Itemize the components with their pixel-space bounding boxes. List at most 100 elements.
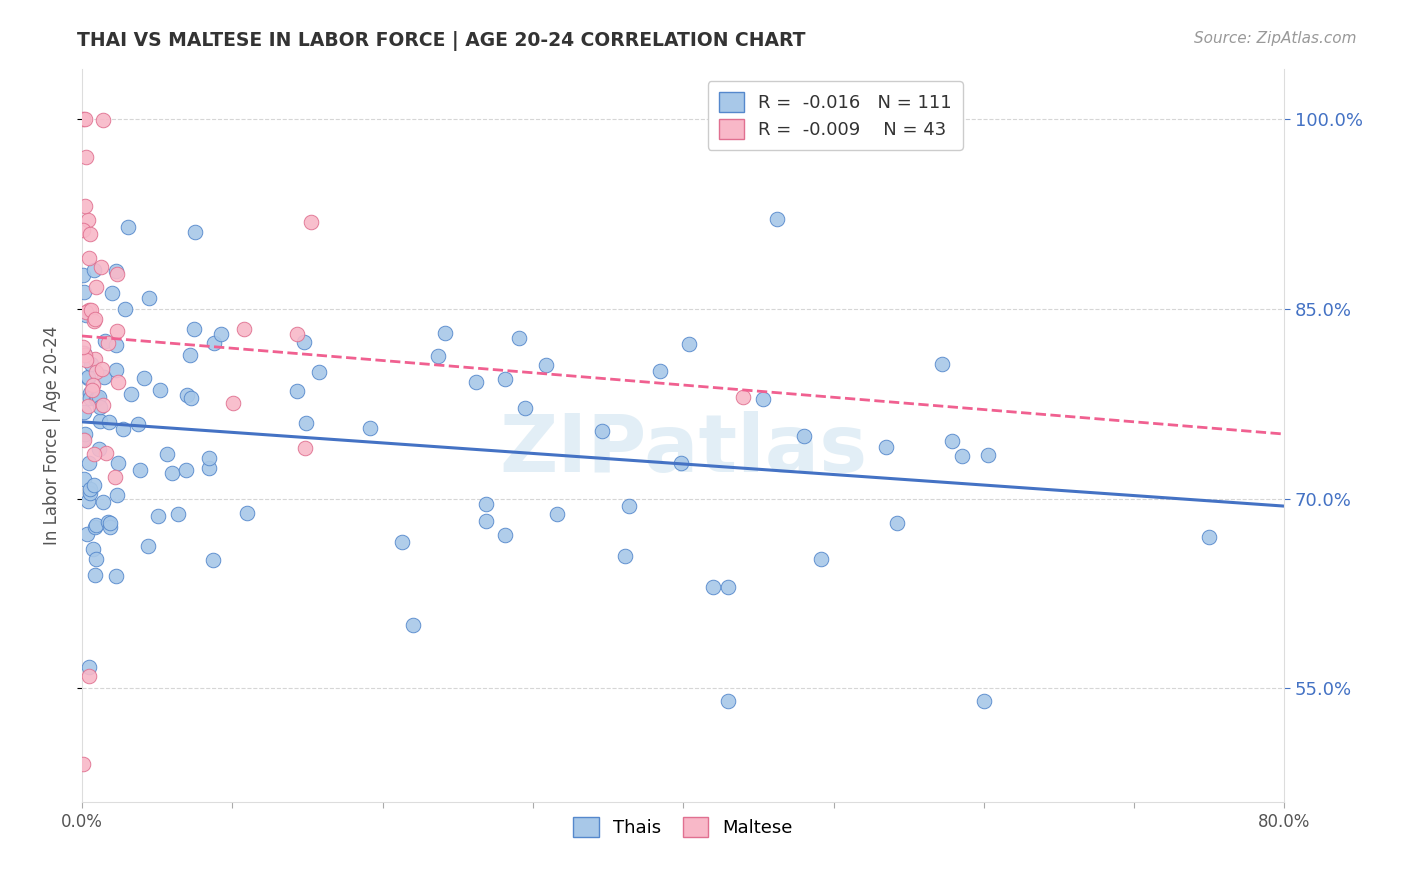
Point <box>79 227 101 242</box>
Point <box>77 370 100 384</box>
Y-axis label: In Labor Force | Age 20-24: In Labor Force | Age 20-24 <box>44 326 60 545</box>
Point <box>295 416 318 430</box>
Point <box>235 506 257 520</box>
Point <box>105 337 128 351</box>
Point <box>614 549 637 563</box>
Point <box>973 694 995 708</box>
Point <box>73 348 96 362</box>
Point <box>73 112 96 127</box>
Point <box>931 357 953 371</box>
Point <box>886 516 908 531</box>
Point <box>136 539 159 553</box>
Point <box>72 757 94 772</box>
Point <box>494 372 516 386</box>
Point <box>107 456 129 470</box>
Point <box>79 669 101 683</box>
Point <box>733 391 755 405</box>
Point <box>80 358 103 372</box>
Point <box>72 433 94 447</box>
Point <box>174 463 197 477</box>
Point <box>508 331 530 345</box>
Point <box>513 401 536 415</box>
Point <box>717 694 740 708</box>
Point <box>82 541 104 556</box>
Point <box>98 415 121 429</box>
Point <box>669 456 692 470</box>
Point <box>233 322 256 336</box>
Point <box>117 219 139 234</box>
Point <box>84 568 107 582</box>
Point <box>128 462 150 476</box>
Point <box>183 322 205 336</box>
Point <box>292 334 315 349</box>
Point <box>765 211 787 226</box>
Point <box>97 515 120 529</box>
Point <box>717 580 740 594</box>
Point <box>72 222 94 236</box>
Point <box>77 660 100 674</box>
Point <box>83 314 105 328</box>
Point <box>591 424 613 438</box>
Point <box>75 308 97 322</box>
Point <box>103 470 125 484</box>
Point <box>104 569 127 583</box>
Point <box>73 285 96 299</box>
Point <box>86 392 108 406</box>
Point <box>72 433 94 447</box>
Point <box>650 364 672 378</box>
Point <box>72 340 94 354</box>
Point <box>285 384 308 398</box>
Point <box>91 495 114 509</box>
Point <box>79 302 101 317</box>
Legend: Thais, Maltese: Thais, Maltese <box>567 810 800 845</box>
Point <box>94 334 117 348</box>
Point <box>146 509 169 524</box>
Point <box>546 507 568 521</box>
Point <box>793 429 815 443</box>
Point <box>75 426 97 441</box>
Point <box>73 345 96 359</box>
Point <box>160 466 183 480</box>
Point <box>285 326 308 341</box>
Point <box>494 528 516 542</box>
Point <box>810 552 832 566</box>
Point <box>180 391 202 405</box>
Point <box>107 375 129 389</box>
Point <box>105 264 128 278</box>
Point <box>222 396 245 410</box>
Point <box>83 312 105 326</box>
Point <box>72 112 94 127</box>
Point <box>84 552 107 566</box>
Point <box>83 263 105 277</box>
Point <box>83 478 105 492</box>
Point <box>475 514 498 528</box>
Point <box>72 345 94 359</box>
Point <box>149 383 172 397</box>
Point <box>1198 530 1220 544</box>
Point <box>84 365 107 379</box>
Point <box>875 440 897 454</box>
Point <box>114 301 136 316</box>
Point <box>84 518 107 533</box>
Point <box>941 434 963 448</box>
Point <box>98 516 121 531</box>
Point <box>619 500 641 514</box>
Point <box>359 420 381 434</box>
Point <box>138 291 160 305</box>
Point <box>391 535 413 549</box>
Point <box>401 618 423 632</box>
Point <box>198 451 221 466</box>
Point <box>91 362 114 376</box>
Point <box>84 280 107 294</box>
Point <box>96 446 118 460</box>
Point <box>702 580 724 594</box>
Point <box>111 422 134 436</box>
Point <box>76 399 98 413</box>
Point <box>76 493 98 508</box>
Point <box>79 386 101 401</box>
Point <box>91 113 114 128</box>
Point <box>294 441 316 455</box>
Point <box>73 405 96 419</box>
Point <box>82 383 104 397</box>
Point <box>72 268 94 282</box>
